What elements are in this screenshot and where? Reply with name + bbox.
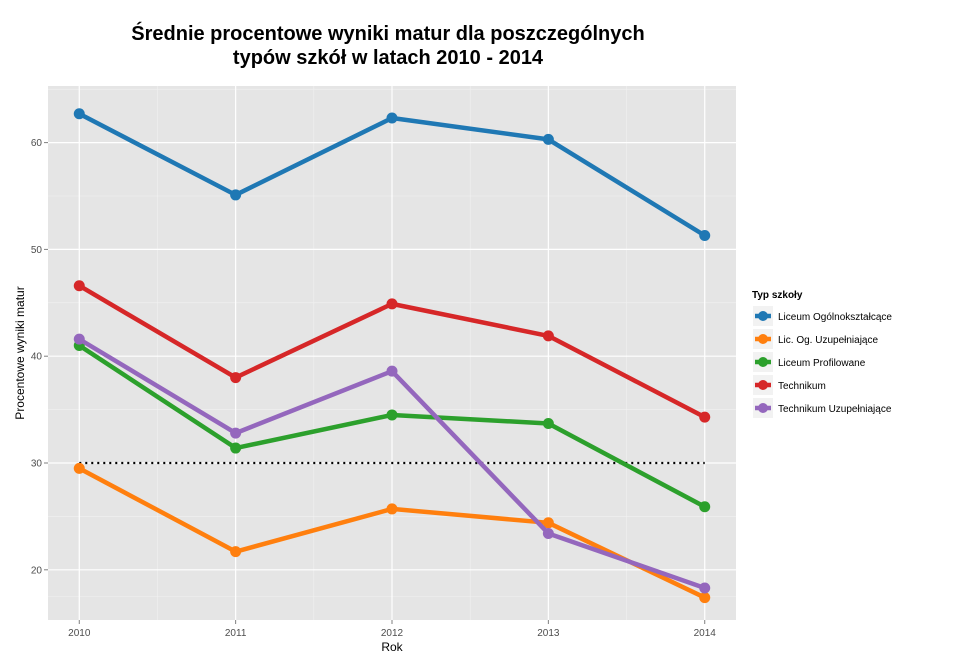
chart-title-line-2: typów szkół w latach 2010 - 2014	[233, 47, 544, 69]
data-point	[386, 409, 398, 421]
legend: Typ szkoły Liceum Ogólnokształcące Lic. O…	[752, 290, 892, 418]
legend-label: Liceum Ogólnokształcące	[778, 312, 892, 323]
data-point	[542, 417, 554, 429]
series-2	[73, 462, 711, 604]
data-point	[73, 280, 85, 292]
x-axis-title: Rok	[381, 640, 403, 654]
series-5	[73, 333, 711, 594]
data-point	[542, 527, 554, 539]
legend-key-point	[758, 403, 768, 413]
data-point	[542, 330, 554, 342]
y-tick-label: 50	[31, 245, 43, 256]
legend-item: Technikum	[753, 375, 826, 395]
x-tick-label: 2010	[68, 628, 91, 639]
data-point	[386, 112, 398, 124]
legend-label: Lic. Og. Uzupełniające	[778, 335, 878, 346]
legend-key-point	[758, 357, 768, 367]
y-tick-label: 30	[31, 459, 43, 470]
data-point	[230, 442, 242, 454]
data-point	[73, 333, 85, 345]
data-point	[386, 503, 398, 515]
chart-title-line-1: Średnie procentowe wyniki matur dla posz…	[131, 21, 644, 45]
data-point	[542, 517, 554, 529]
data-point	[699, 411, 711, 423]
legend-label: Liceum Profilowane	[778, 358, 866, 369]
data-point	[230, 427, 242, 439]
data-point	[699, 592, 711, 604]
legend-item: Liceum Ogólnokształcące	[753, 306, 892, 326]
legend-key-point	[758, 311, 768, 321]
x-tick-label: 2012	[381, 628, 404, 639]
data-point	[73, 462, 85, 474]
legend-item: Liceum Profilowane	[753, 352, 866, 372]
data-point	[386, 298, 398, 310]
data-point	[230, 546, 242, 558]
data-point	[230, 372, 242, 384]
y-tick-label: 20	[31, 565, 43, 576]
y-tick-label: 60	[31, 138, 43, 149]
y-tick-label: 40	[31, 352, 43, 363]
y-axis-title: Procentowe wyniki matur	[13, 286, 27, 419]
data-point	[699, 230, 711, 242]
series-group	[73, 108, 711, 604]
x-axis-ticks: 2010 2011 2012 2013 2014	[68, 620, 716, 639]
legend-item: Lic. Og. Uzupełniające	[753, 329, 878, 349]
legend-key-point	[758, 380, 768, 390]
x-tick-label: 2014	[694, 628, 717, 639]
series-4	[73, 280, 711, 423]
legend-label: Technikum	[778, 381, 826, 392]
data-point	[542, 133, 554, 145]
data-point	[699, 582, 711, 594]
data-point	[699, 501, 711, 513]
data-point	[230, 189, 242, 201]
legend-item: Technikum Uzupełniające	[753, 398, 892, 418]
data-point	[73, 108, 85, 120]
series-1	[73, 108, 711, 242]
x-tick-label: 2013	[537, 628, 560, 639]
legend-key-point	[758, 334, 768, 344]
x-tick-label: 2011	[225, 628, 247, 639]
data-point	[386, 365, 398, 377]
legend-title: Typ szkoły	[752, 290, 803, 301]
legend-items: Liceum Ogólnokształcące Lic. Og. Uzupełni…	[753, 306, 892, 418]
series-3	[73, 340, 711, 513]
legend-label: Technikum Uzupełniające	[778, 404, 892, 415]
y-axis-ticks: 20 30 40 50 60	[31, 138, 48, 576]
